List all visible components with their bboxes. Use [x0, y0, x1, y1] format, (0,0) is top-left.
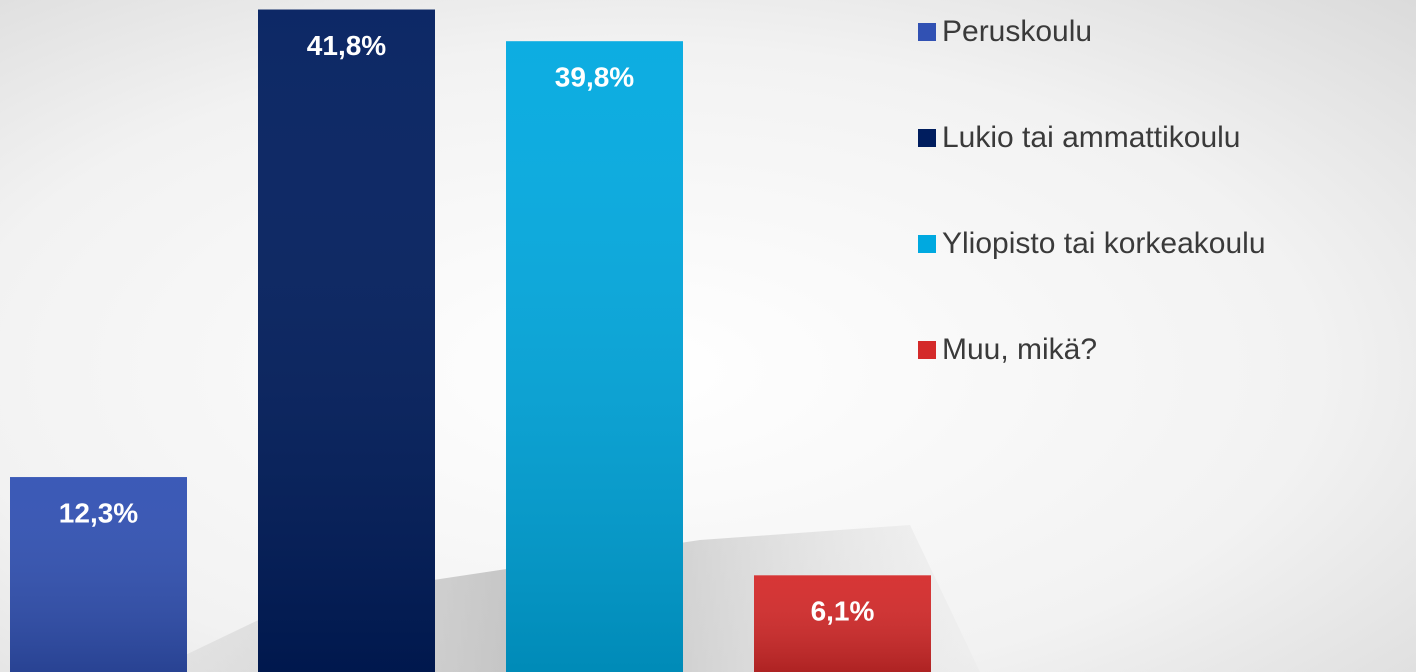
legend: Peruskoulu Lukio tai ammattikoulu Yliopist… [918, 15, 1266, 366]
legend-label: Lukio tai ammattikoulu [942, 121, 1240, 154]
legend-swatch [918, 235, 936, 253]
legend-swatch [918, 23, 936, 41]
value-label: 41,8% [307, 30, 386, 61]
legend-label: Yliopisto tai korkeakoulu [942, 227, 1266, 260]
bar-shade [10, 477, 187, 672]
legend-swatch [918, 129, 936, 147]
legend-label: Muu, mikä? [942, 333, 1097, 366]
bar-shade [506, 41, 683, 672]
legend-label: Peruskoulu [942, 15, 1092, 48]
value-label: 39,8% [555, 62, 634, 93]
legend-swatch [918, 341, 936, 359]
bar-shade [754, 575, 931, 672]
value-label: 12,3% [59, 497, 138, 528]
bar-shade [258, 9, 435, 672]
value-label: 6,1% [811, 596, 875, 627]
bars: 12,3% 41,8% 39,8% 6,1% [10, 9, 931, 672]
